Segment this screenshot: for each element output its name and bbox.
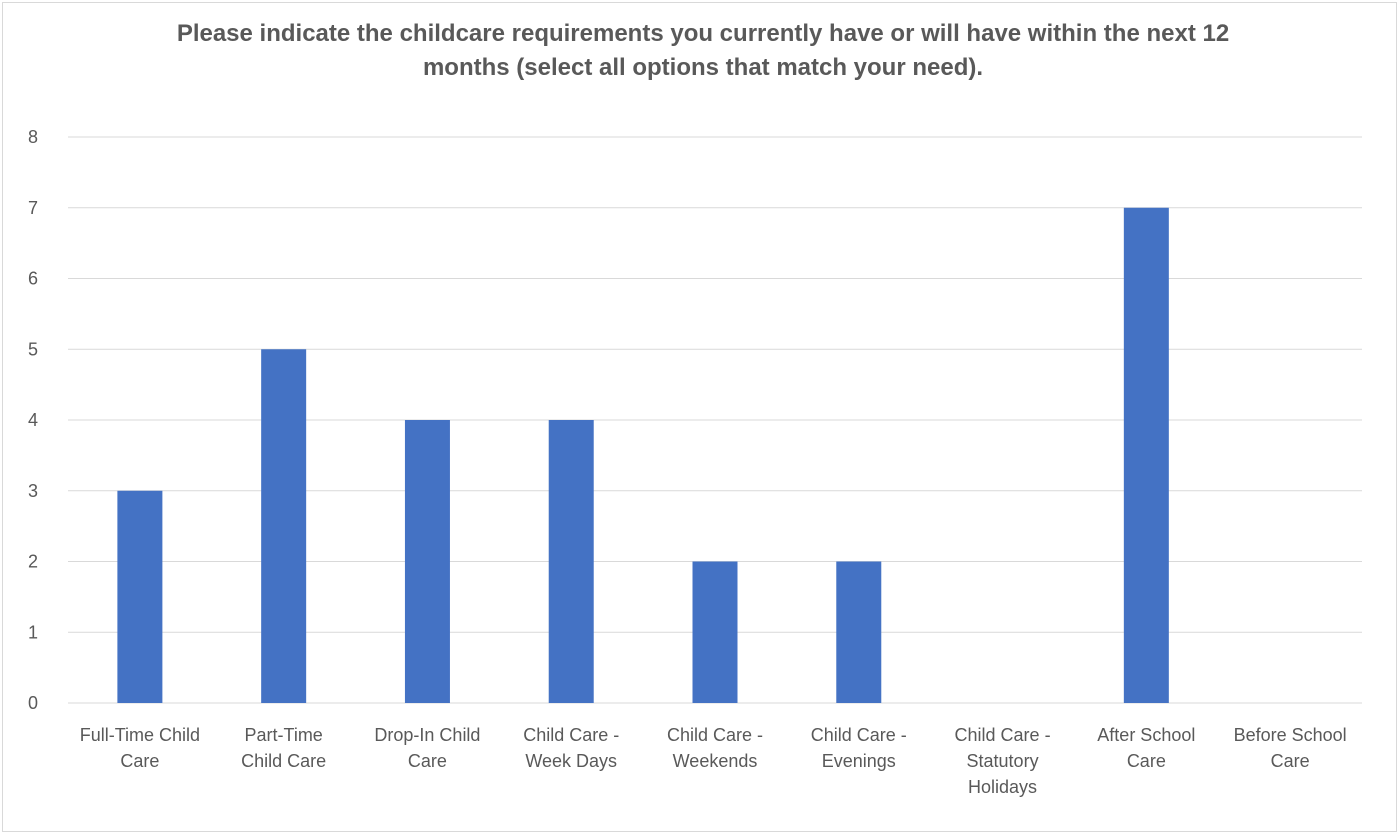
bar-0 <box>117 490 163 703</box>
x-axis-tick-labels: Full-Time Child Care Part-Time Child Care Dr… <box>80 725 1347 797</box>
bar-5 <box>836 561 882 703</box>
bar-3 <box>548 420 594 703</box>
y-tick-label: 5 <box>28 339 38 359</box>
x-tick-label: Part-Time Child Care <box>241 725 326 771</box>
x-tick-label: Child Care -Week Days <box>523 725 619 771</box>
bar-4 <box>692 561 738 703</box>
y-tick-label: 0 <box>28 693 38 713</box>
bar-1 <box>261 349 307 703</box>
x-tick-label: Child Care -Weekends <box>667 725 763 771</box>
y-axis-tick-labels: 0 1 2 3 4 5 6 7 8 <box>28 127 38 713</box>
y-tick-label: 4 <box>28 410 38 430</box>
x-tick-label: Full-Time Child Care <box>80 725 200 771</box>
y-tick-label: 3 <box>28 481 38 501</box>
x-tick-label: Drop-In Child Care <box>374 725 480 771</box>
x-tick-label: Child Care -Evenings <box>811 725 907 771</box>
x-tick-label: Child Care -Statutory Holidays <box>955 725 1051 797</box>
y-tick-label: 6 <box>28 269 38 289</box>
y-tick-label: 2 <box>28 552 38 572</box>
x-tick-label: After School Care <box>1097 725 1195 771</box>
y-tick-label: 8 <box>28 127 38 147</box>
bar-7 <box>1123 207 1169 703</box>
y-tick-label: 7 <box>28 198 38 218</box>
bars <box>117 207 1169 703</box>
chart-title: Please indicate the childcare requiremen… <box>176 20 1230 81</box>
bar-2 <box>404 420 450 703</box>
x-tick-label: Before School Care <box>1234 725 1347 771</box>
y-tick-label: 1 <box>28 622 38 642</box>
